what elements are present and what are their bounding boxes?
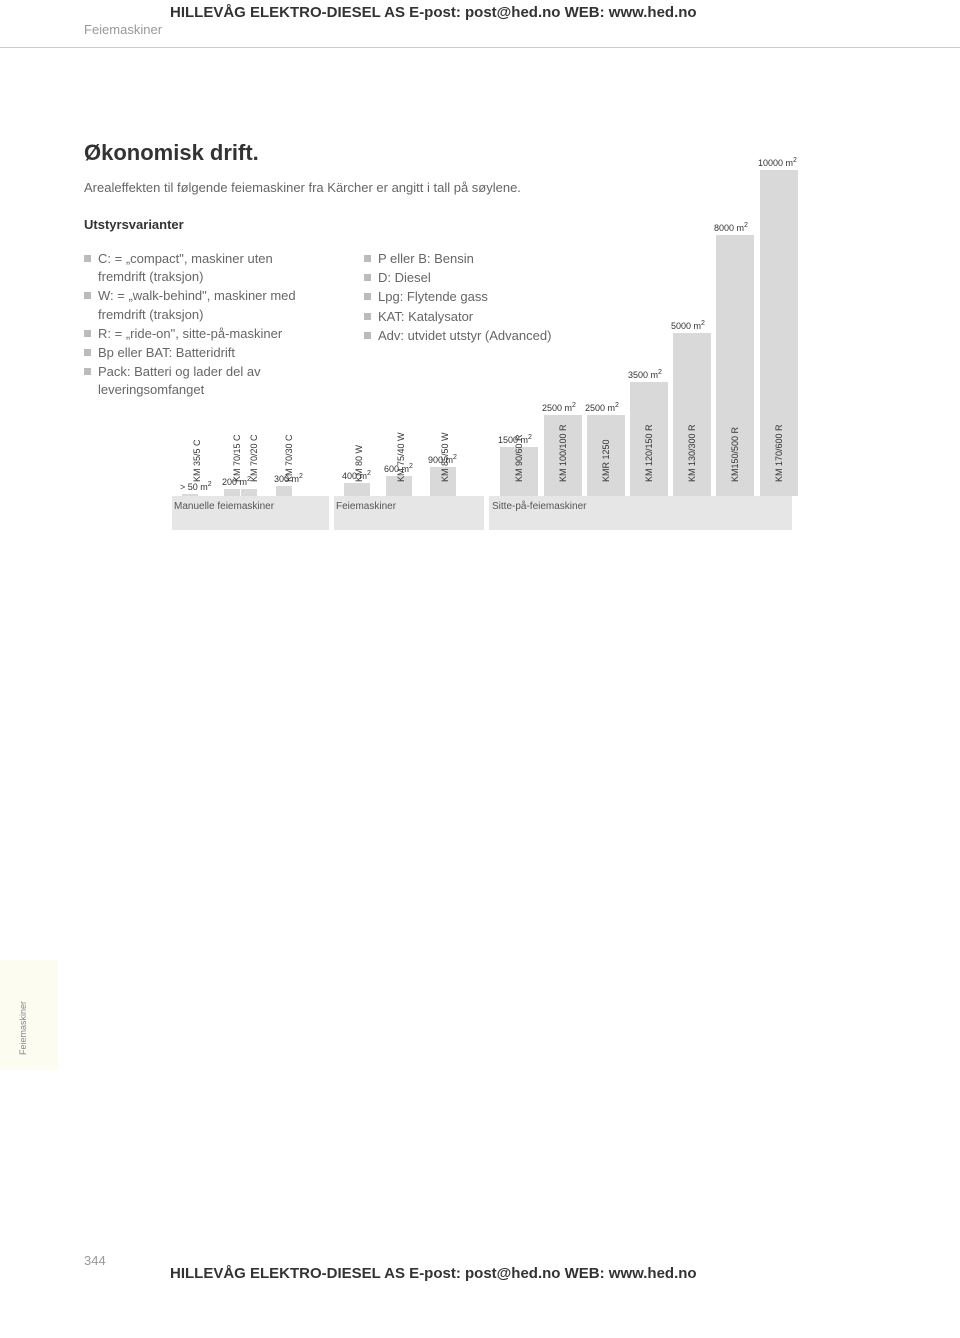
bar-value-label: > 50 m2 bbox=[180, 481, 212, 492]
bar-model-label: KM150/500 R bbox=[730, 427, 740, 482]
bar-value-label: 5000 m2 bbox=[671, 320, 705, 331]
side-tab: Feiemaskiner bbox=[0, 960, 58, 1070]
bar-value-label: 2500 m2 bbox=[585, 402, 619, 413]
chart-bar bbox=[241, 489, 257, 496]
bar-model-label: KM 85/50 W bbox=[440, 432, 450, 482]
bar-model-label: KM 170/600 R bbox=[774, 424, 784, 482]
bar-model-label: KM 130/300 R bbox=[687, 424, 697, 482]
bar-model-label: KMR 1250 bbox=[601, 439, 611, 482]
bar-model-label: KM 120/150 R bbox=[644, 424, 654, 482]
bar-value-label: 3500 m2 bbox=[628, 369, 662, 380]
chart-bar bbox=[276, 486, 292, 496]
bar-model-label: KM 70/20 C bbox=[249, 434, 259, 482]
chart-category-label: Feiemaskiner bbox=[336, 501, 396, 512]
header-company: HILLEVÅG ELEKTRO-DIESEL AS E-post: post@… bbox=[170, 4, 697, 21]
bar-model-label: KM 90/60 R bbox=[514, 434, 524, 482]
header-category: Feiemaskiner bbox=[84, 22, 162, 37]
page-number: 344 bbox=[84, 1253, 106, 1268]
bar-model-label: KM 75/40 W bbox=[396, 432, 406, 482]
side-tab-label: Feiemaskiner bbox=[18, 1001, 28, 1055]
bar-model-label: KM 70/15 C bbox=[232, 434, 242, 482]
bar-value-label: 10000 m2 bbox=[758, 157, 797, 168]
chart-category-label: Sitte-på-feiemaskiner bbox=[492, 501, 586, 512]
bar-chart: > 50 m2KM 35/5 C200 m2KM 70/15 CKM 70/20… bbox=[84, 170, 876, 530]
bar-value-label: 8000 m2 bbox=[714, 222, 748, 233]
chart-category-label: Manuelle feiemaskiner bbox=[174, 501, 274, 512]
bar-model-label: KM 80 W bbox=[354, 445, 364, 482]
footer-company: HILLEVÅG ELEKTRO-DIESEL AS E-post: post@… bbox=[170, 1265, 697, 1282]
bar-model-label: KM 35/5 C bbox=[192, 439, 202, 482]
chart-bar bbox=[344, 483, 370, 496]
bar-model-label: KM 100/100 R bbox=[558, 424, 568, 482]
bar-model-label: KM 70/30 C bbox=[284, 434, 294, 482]
chart-bar bbox=[224, 489, 240, 496]
chart-bar bbox=[182, 494, 198, 496]
bar-value-label: 2500 m2 bbox=[542, 402, 576, 413]
header-bar: HILLEVÅG ELEKTRO-DIESEL AS E-post: post@… bbox=[0, 0, 960, 48]
